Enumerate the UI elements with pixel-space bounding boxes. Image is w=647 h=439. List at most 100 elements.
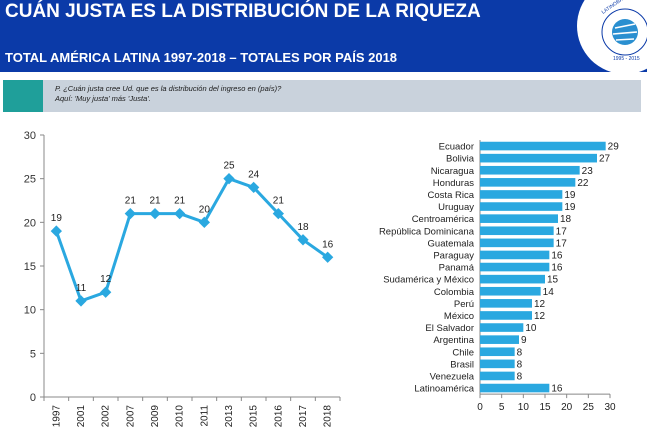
bar xyxy=(480,286,541,296)
x-tick-label: 10 xyxy=(518,402,530,413)
data-label: 10 xyxy=(525,323,537,334)
page-subtitle: TOTAL AMÉRICA LATINA 1997-2018 – TOTALES… xyxy=(5,50,398,65)
data-label: 16 xyxy=(551,384,563,395)
data-label: 12 xyxy=(534,311,546,322)
data-label: 19 xyxy=(564,190,576,201)
category-label: Centroamérica xyxy=(412,214,475,225)
data-label: 27 xyxy=(599,154,611,165)
data-label: 15 xyxy=(547,275,559,286)
x-tick-label: 2002 xyxy=(101,405,112,428)
bar xyxy=(480,299,532,308)
x-tick-label: 30 xyxy=(604,402,616,413)
category-label: Honduras xyxy=(433,178,474,189)
x-tick-label: 2011 xyxy=(199,405,210,427)
bar xyxy=(480,311,532,320)
x-tick-label: 2001 xyxy=(76,405,87,428)
category-label: Colombia xyxy=(434,287,475,298)
data-label: 17 xyxy=(556,238,568,249)
bar xyxy=(480,238,554,248)
bar xyxy=(480,178,576,187)
y-tick-label: 25 xyxy=(24,174,36,186)
category-label: Bolivia xyxy=(446,154,475,165)
data-point xyxy=(149,207,161,220)
question-text: P. ¿Cuán justa cree Ud. que es la distri… xyxy=(55,84,281,104)
data-label: 16 xyxy=(551,250,563,261)
data-label: 11 xyxy=(76,283,87,294)
bar xyxy=(480,371,515,381)
data-label: 17 xyxy=(556,226,568,237)
x-tick-label: 2009 xyxy=(150,405,161,428)
data-label: 25 xyxy=(223,161,235,172)
category-label: Sudamérica y México xyxy=(383,275,474,286)
x-tick-label: 2018 xyxy=(323,405,334,428)
category-label: México xyxy=(444,311,474,322)
bar xyxy=(480,359,515,369)
bar xyxy=(480,153,597,163)
category-label: Perú xyxy=(454,299,474,310)
data-label: 23 xyxy=(582,166,594,177)
category-label: Nicaragua xyxy=(431,166,475,177)
bar xyxy=(480,226,554,236)
category-label: Costa Rica xyxy=(428,190,475,201)
bar xyxy=(480,250,550,260)
bar xyxy=(480,190,563,199)
category-label: Guatemala xyxy=(428,238,475,249)
x-tick-label: 15 xyxy=(539,402,551,413)
bar xyxy=(480,323,524,332)
x-tick-label: 2015 xyxy=(249,405,260,428)
data-label: 21 xyxy=(273,196,285,207)
data-point xyxy=(198,216,210,228)
x-tick-label: 2007 xyxy=(125,405,136,428)
category-label: Brasil xyxy=(450,359,474,370)
data-point xyxy=(50,225,62,237)
data-label: 18 xyxy=(297,222,309,233)
x-tick-label: 2016 xyxy=(273,405,284,428)
latinobarometro-logo: LATINOBARÓMETRO 1995 - 2015 xyxy=(577,0,647,74)
question-bar: P. ¿Cuán justa cree Ud. que es la distri… xyxy=(3,80,641,112)
category-label: Uruguay xyxy=(438,202,474,213)
y-tick-label: 20 xyxy=(24,217,36,229)
question-note: Aquí: 'Muy justa' más 'Justa'. xyxy=(55,94,151,103)
data-label: 24 xyxy=(248,169,260,180)
category-label: El Salvador xyxy=(425,323,474,334)
x-tick-label: 2010 xyxy=(175,405,186,428)
data-point xyxy=(248,181,260,194)
line-chart: 0 5 10 15 20 25 30 19 11 12 21 21 21 20 25 24 21 18 16 1997… xyxy=(24,130,341,428)
category-label: República Dominicana xyxy=(379,226,475,237)
data-label: 21 xyxy=(149,196,161,207)
accent-square xyxy=(3,80,43,112)
x-tick-label: 25 xyxy=(583,402,595,413)
category-label: Argentina xyxy=(433,335,474,346)
data-point xyxy=(272,207,284,220)
data-label: 20 xyxy=(199,204,211,215)
data-label: 16 xyxy=(322,239,334,250)
data-label: 21 xyxy=(174,196,186,207)
category-label: Ecuador xyxy=(439,142,474,153)
y-tick-label: 5 xyxy=(30,348,36,360)
data-point xyxy=(223,173,235,185)
category-label: Panamá xyxy=(439,263,475,274)
data-label: 9 xyxy=(521,335,527,346)
data-label: 21 xyxy=(125,196,137,207)
y-tick-label: 0 xyxy=(30,392,36,404)
svg-text:1995 - 2015: 1995 - 2015 xyxy=(613,56,640,62)
data-point xyxy=(174,207,186,220)
bar-chart: Ecuador 29 Bolivia 27 Nicaragua 23 Honduras 22 C… xyxy=(379,140,619,413)
x-tick-label: 5 xyxy=(499,402,505,413)
x-tick-label: 2013 xyxy=(224,405,235,428)
category-label: Venezuela xyxy=(430,371,475,382)
y-tick-label: 30 xyxy=(24,130,36,142)
category-label: Latinoamérica xyxy=(414,384,474,395)
data-label: 8 xyxy=(517,371,523,382)
x-tick-label: 20 xyxy=(561,402,573,413)
data-label: 22 xyxy=(577,178,589,189)
question-line: P. ¿Cuán justa cree Ud. que es la distri… xyxy=(55,84,282,93)
bar xyxy=(480,165,580,175)
bar xyxy=(480,262,550,272)
category-label: Paraguay xyxy=(433,250,474,261)
x-tick-label: 0 xyxy=(477,402,483,413)
data-label: 12 xyxy=(100,274,112,285)
bar xyxy=(480,202,563,211)
bar xyxy=(480,214,558,223)
data-label: 16 xyxy=(551,263,563,274)
